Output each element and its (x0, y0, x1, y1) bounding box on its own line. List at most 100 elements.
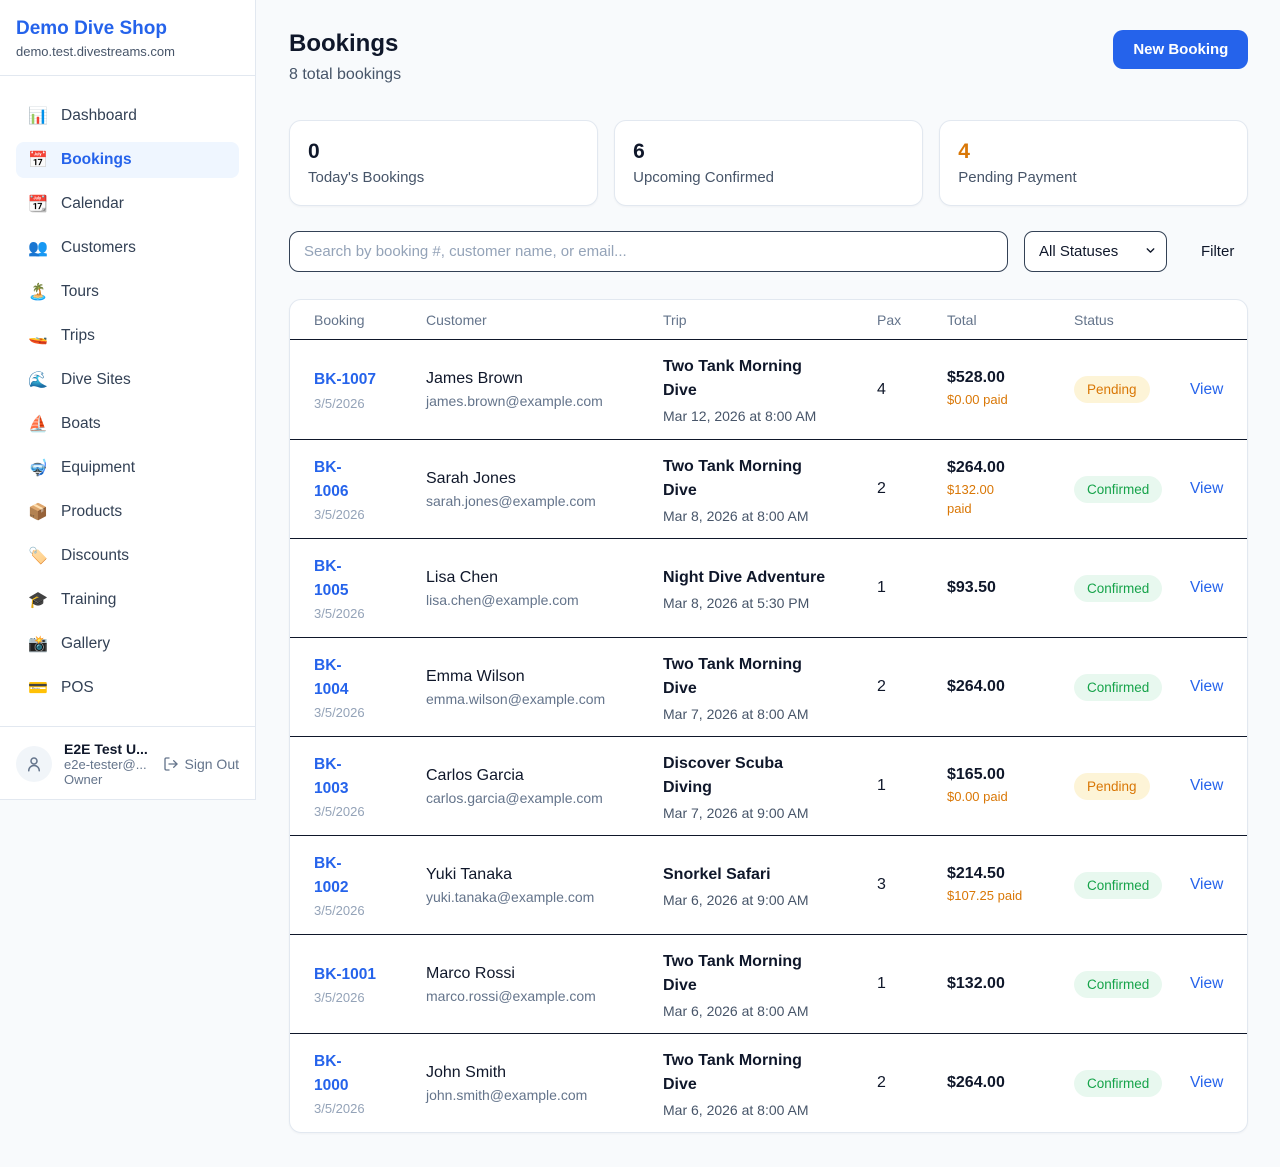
boats-icon: ⛵ (28, 416, 48, 433)
trip-cell: Two Tank Morning Dive Mar 6, 2026 at 8:00 … (663, 950, 877, 1019)
sign-out-button[interactable]: Sign Out (163, 756, 239, 772)
trip-name: Night Dive Adventure (663, 568, 826, 586)
stat-label: Upcoming Confirmed (633, 169, 774, 186)
booking-id-link[interactable]: BK- 1000 (314, 1052, 349, 1094)
dive-sites-icon: 🌊 (28, 372, 48, 389)
booking-date: 3/5/2026 (314, 1101, 365, 1117)
sidebar-item-label: Discounts (61, 547, 130, 564)
trip-cell: Snorkel Safari Mar 6, 2026 at 9:00 AM (663, 863, 877, 908)
table-row: BK- 1003 3/5/2026 Carlos Garcia carlos.garci… (290, 736, 1248, 835)
sidebar-item-calendar[interactable]: 📆 Calendar (16, 186, 239, 222)
sidebar-item-label: Equipment (61, 459, 136, 476)
customer-email: yuki.tanaka@example.com (426, 888, 595, 905)
trip-cell: Two Tank Morning Dive Mar 8, 2026 at 8:00 … (663, 455, 877, 524)
actions-cell: View (1190, 480, 1223, 498)
new-booking-button[interactable]: New Booking (1113, 30, 1249, 69)
sidebar-item-discounts[interactable]: 🏷️ Discounts (16, 538, 239, 574)
table-row: BK- 1006 3/5/2026 Sarah Jones sarah.jones@ex… (290, 439, 1248, 538)
sidebar-item-gallery[interactable]: 📸 Gallery (16, 626, 239, 662)
total-amount: $93.50 (947, 579, 996, 596)
customer-name: Marco Rossi (426, 964, 515, 982)
trip-datetime: Mar 6, 2026 at 8:00 AM (663, 1101, 809, 1118)
view-link[interactable]: View (1190, 579, 1224, 596)
booking-id-link[interactable]: BK-1007 (314, 371, 377, 389)
view-link[interactable]: View (1190, 777, 1224, 794)
stat-card-2: 4 Pending Payment (939, 120, 1249, 206)
view-link[interactable]: View (1190, 1074, 1224, 1091)
status-badge: Confirmed (1074, 475, 1163, 503)
filter-button[interactable]: Filter (1200, 243, 1235, 260)
sidebar-item-dive-sites[interactable]: 🌊 Dive Sites (16, 362, 239, 398)
sidebar-item-tours[interactable]: 🏝️ Tours (16, 274, 239, 310)
booking-date: 3/5/2026 (314, 990, 365, 1005)
sidebar-item-pos[interactable]: 💳 POS (16, 670, 239, 706)
customer-email: carlos.garcia@example.com (426, 789, 603, 806)
status-cell: Confirmed (1074, 475, 1190, 503)
view-link[interactable]: View (1190, 975, 1224, 992)
discounts-icon: 🏷️ (28, 548, 48, 565)
status-select[interactable]: All Statuses (1023, 231, 1167, 272)
customer-cell: Yuki Tanaka yuki.tanaka@example.com (426, 866, 663, 905)
sign-out-label: Sign Out (184, 756, 239, 772)
status-cell: Confirmed (1074, 673, 1190, 701)
booking-date: 3/5/2026 (314, 705, 365, 721)
trip-datetime: Mar 7, 2026 at 8:00 AM (663, 705, 809, 722)
view-link[interactable]: View (1190, 480, 1224, 497)
search-input[interactable] (289, 231, 1008, 272)
view-link[interactable]: View (1190, 876, 1224, 893)
booking-cell: BK- 1006 3/5/2026 (314, 456, 426, 522)
sidebar-header: Demo Dive Shop demo.test.divestreams.com (0, 0, 255, 76)
page-header-text: Bookings 8 total bookings (289, 30, 401, 84)
booking-cell: BK-1007 3/5/2026 (314, 368, 426, 410)
booking-date: 3/5/2026 (314, 507, 365, 523)
booking-id-link[interactable]: BK- 1002 (314, 854, 349, 896)
sidebar-item-label: Boats (61, 415, 101, 432)
sidebar-item-customers[interactable]: 👥 Customers (16, 230, 239, 266)
sidebar-item-dashboard[interactable]: 📊 Dashboard (16, 98, 239, 134)
actions-cell: View (1190, 579, 1223, 597)
pax-cell: 1 (877, 975, 886, 992)
customer-email: marco.rossi@example.com (426, 987, 596, 1004)
tours-icon: 🏝️ (28, 284, 48, 301)
customer-cell: Lisa Chen lisa.chen@example.com (426, 569, 663, 608)
booking-id-link[interactable]: BK- 1003 (314, 755, 349, 797)
trip-cell: Discover Scuba Diving Mar 7, 2026 at 9:00 … (663, 752, 877, 821)
customer-email: sarah.jones@example.com (426, 492, 596, 509)
customer-name: Emma Wilson (426, 667, 525, 685)
sidebar-item-boats[interactable]: ⛵ Boats (16, 406, 239, 442)
sidebar-item-bookings[interactable]: 📅 Bookings (16, 142, 239, 178)
table-header-row: Booking Customer Trip Pax Total Status (290, 300, 1248, 340)
sidebar-item-training[interactable]: 🎓 Training (16, 582, 239, 618)
trip-datetime: Mar 8, 2026 at 8:00 AM (663, 507, 809, 524)
trips-icon: 🚤 (28, 328, 48, 345)
main-content: Bookings 8 total bookings New Booking 0 T… (256, 0, 1280, 1167)
sidebar-item-products[interactable]: 📦 Products (16, 494, 239, 530)
view-link[interactable]: View (1190, 380, 1224, 398)
stat-label: Pending Payment (958, 169, 1077, 186)
booking-id-link[interactable]: BK- 1004 (314, 656, 349, 698)
actions-cell: View (1190, 1074, 1223, 1092)
pax-cell: 2 (877, 480, 886, 497)
actions-cell: View (1190, 876, 1223, 894)
customer-email: emma.wilson@example.com (426, 690, 606, 707)
sidebar-item-equipment[interactable]: 🤿 Equipment (16, 450, 239, 486)
status-badge: Confirmed (1074, 1069, 1163, 1097)
trip-name: Snorkel Safari (663, 865, 771, 883)
total-amount: $528.00 (947, 369, 1005, 387)
bookings-icon: 📅 (28, 152, 48, 169)
view-link[interactable]: View (1190, 678, 1224, 695)
page-subtitle: 8 total bookings (289, 66, 402, 83)
booking-cell: BK- 1005 3/5/2026 (314, 555, 426, 621)
booking-id-link[interactable]: BK- 1005 (314, 557, 349, 599)
booking-id-link[interactable]: BK-1001 (314, 965, 377, 983)
customer-cell: Marco Rossi marco.rossi@example.com (426, 965, 663, 1004)
stat-value: 6 (633, 140, 645, 163)
status-cell: Confirmed (1074, 970, 1190, 998)
status-cell: Confirmed (1074, 871, 1190, 899)
trip-cell: Two Tank Morning Dive Mar 6, 2026 at 8:00 … (663, 1049, 877, 1118)
sidebar-item-label: Calendar (61, 195, 124, 212)
customer-email: james.brown@example.com (426, 393, 603, 409)
customer-name: John Smith (426, 1063, 507, 1081)
booking-id-link[interactable]: BK- 1006 (314, 458, 349, 500)
sidebar-item-trips[interactable]: 🚤 Trips (16, 318, 239, 354)
